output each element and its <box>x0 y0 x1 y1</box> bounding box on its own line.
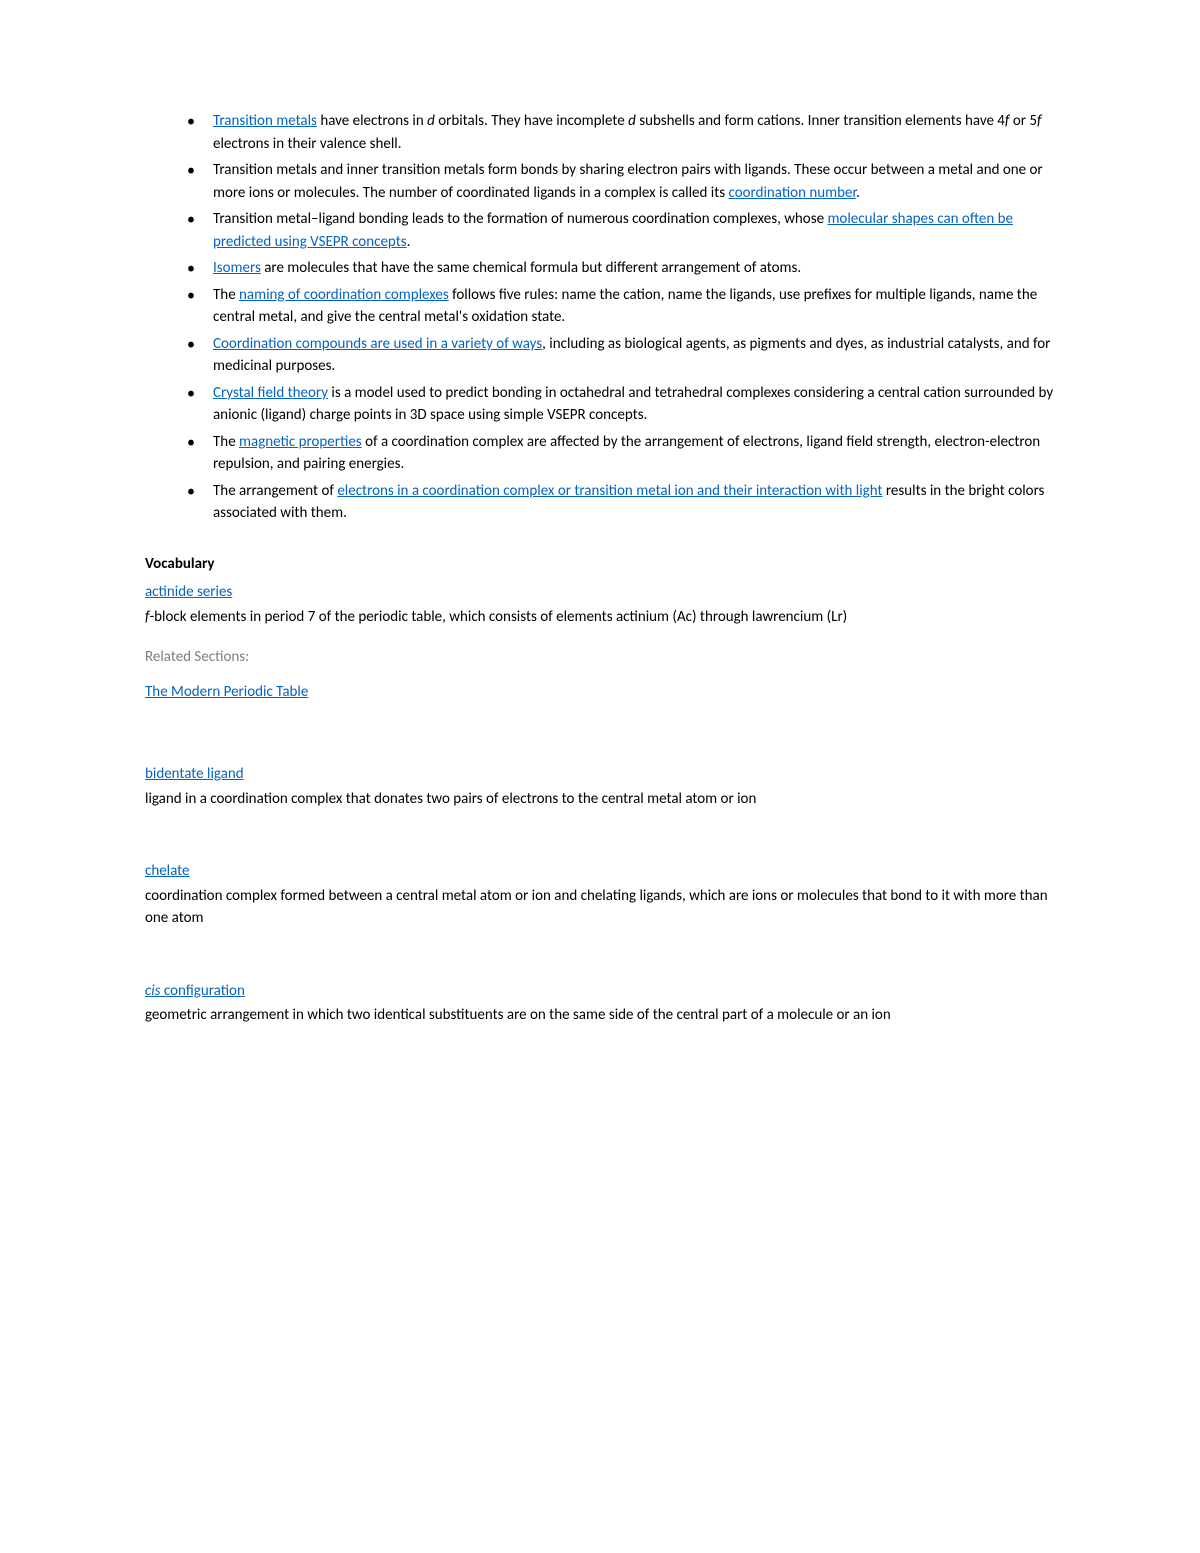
vocab-term: bidentate ligand <box>145 763 1055 786</box>
inline-link[interactable]: bidentate ligand <box>145 765 244 783</box>
italic-text: f <box>1037 112 1042 130</box>
italic-text: f <box>145 608 150 626</box>
italic-text: d <box>427 112 435 130</box>
inline-link[interactable]: naming of coordination complexes <box>239 286 449 304</box>
vocab-term: chelate <box>145 860 1055 883</box>
inline-link[interactable]: cis <box>145 982 161 1000</box>
list-item: The naming of coordination complexes fol… <box>185 284 1055 329</box>
vocabulary-container: actinide series f-block elements in perio… <box>145 581 1055 1027</box>
list-item: Coordination compounds are used in a var… <box>185 333 1055 378</box>
vocab-entry: cis configurationgeometric arrangement i… <box>145 980 1055 1027</box>
italic-text: f <box>1005 112 1010 130</box>
vocab-definition: geometric arrangement in which two ident… <box>145 1004 1055 1027</box>
inline-link[interactable]: molecular shapes can often be predicted … <box>213 210 1013 251</box>
key-points-list: Transition metals have electrons in d or… <box>185 110 1055 525</box>
list-item: Crystal field theory is a model used to … <box>185 382 1055 427</box>
inline-link[interactable]: magnetic properties <box>239 433 362 451</box>
inline-link[interactable]: electrons in a coordination complex or t… <box>337 482 882 500</box>
list-item: The magnetic properties of a coordinatio… <box>185 431 1055 476</box>
inline-link[interactable]: configuration <box>161 982 245 1000</box>
vocab-term: cis configuration <box>145 980 1055 1003</box>
inline-link[interactable]: chelate <box>145 862 190 880</box>
related-sections-label: Related Sections: <box>145 646 1055 669</box>
vocabulary-heading: Vocabulary <box>145 553 1055 576</box>
vocab-entry: bidentate ligand ligand in a coordination… <box>145 763 1055 810</box>
inline-link[interactable]: Coordination compounds are used in a var… <box>213 335 542 353</box>
vocab-entry: actinide series f-block elements in perio… <box>145 581 1055 703</box>
list-item: Transition metals and inner transition m… <box>185 159 1055 204</box>
list-item: Transition metal–ligand bonding leads to… <box>185 208 1055 253</box>
list-item: Transition metals have electrons in d or… <box>185 110 1055 155</box>
italic-text: d <box>628 112 636 130</box>
inline-link[interactable]: actinide series <box>145 583 232 601</box>
list-item: Isomers are molecules that have the same… <box>185 257 1055 280</box>
inline-link[interactable]: Isomers <box>213 259 261 277</box>
vocab-entry: chelate coordination complex formed betwe… <box>145 860 1055 930</box>
related-section-link[interactable]: The Modern Periodic Table <box>145 683 308 701</box>
vocab-definition: coordination complex formed between a ce… <box>145 885 1055 930</box>
vocab-term: actinide series <box>145 581 1055 604</box>
inline-link[interactable]: Transition metals <box>213 112 317 130</box>
inline-link[interactable]: Crystal field theory <box>213 384 328 402</box>
inline-link[interactable]: coordination number <box>729 184 857 202</box>
vocab-definition: f-block elements in period 7 of the peri… <box>145 606 1055 629</box>
vocab-definition: ligand in a coordination complex that do… <box>145 788 1055 811</box>
list-item: The arrangement of electrons in a coordi… <box>185 480 1055 525</box>
